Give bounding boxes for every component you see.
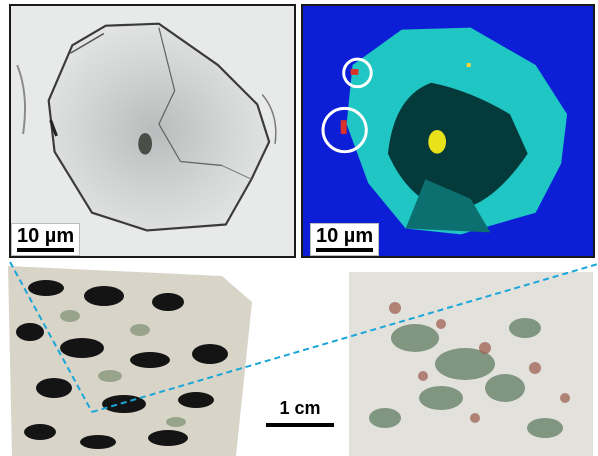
- scale-bar-line: [316, 248, 374, 252]
- sample-slab-left: [8, 266, 252, 456]
- fluorescence-crystal-image: [303, 6, 593, 256]
- bright-field-panel: 10 µm: [9, 4, 296, 258]
- scale-bar-label: 10 µm: [316, 225, 374, 247]
- scale-bar-10um: 10 µm: [310, 223, 380, 256]
- fluorescence-panel: 10 µm: [301, 4, 595, 258]
- scale-bar-label: 1 cm: [279, 398, 321, 418]
- bright-field-crystal-image: [11, 6, 294, 256]
- scale-bar-line: [266, 423, 334, 427]
- scale-bar-line: [17, 248, 75, 252]
- scale-bar-label: 10 µm: [17, 225, 75, 247]
- scale-bar-1cm: 1 cm: [266, 398, 334, 427]
- sample-slab-right: [349, 272, 593, 456]
- scale-bar-10um: 10 µm: [11, 223, 81, 256]
